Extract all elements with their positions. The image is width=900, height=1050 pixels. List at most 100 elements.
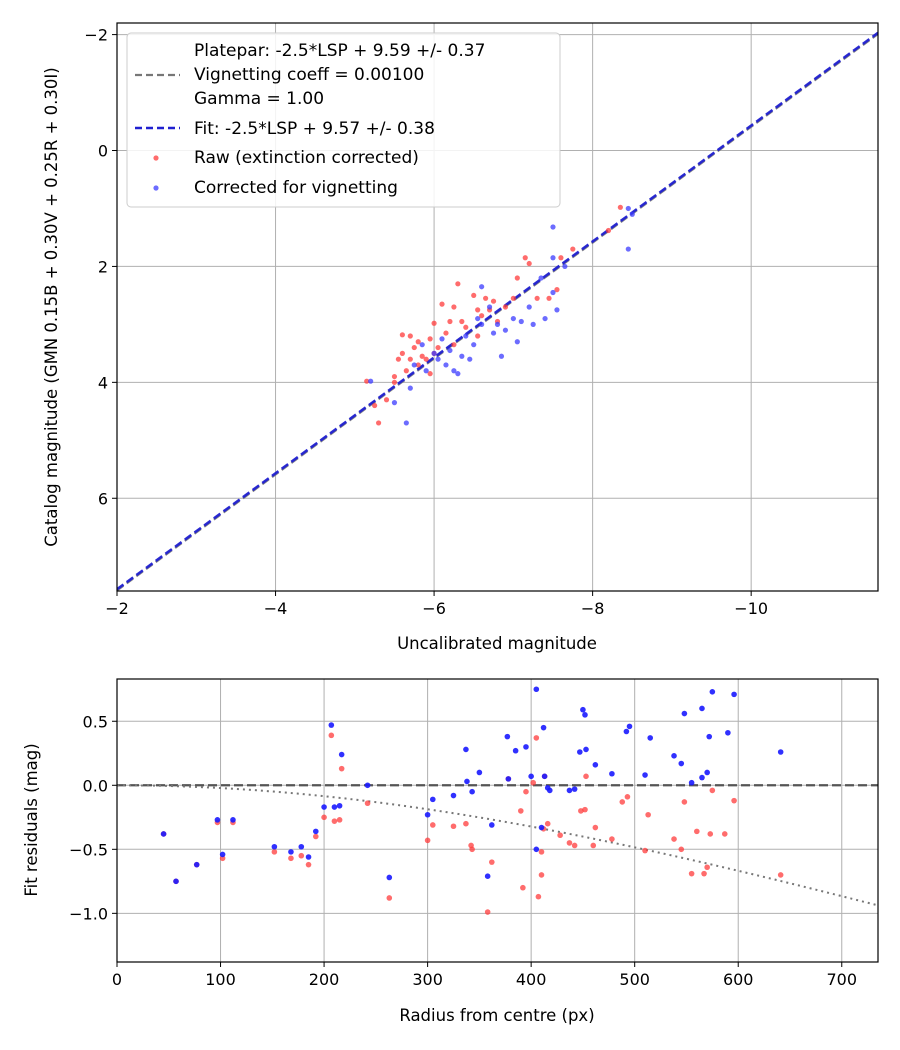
raw-point [490, 298, 497, 304]
raw-point [479, 313, 485, 319]
y-tick-label: 4 [98, 373, 108, 392]
raw-point [271, 849, 278, 855]
raw-point [546, 295, 552, 301]
raw-point [570, 246, 576, 252]
corrected-point [463, 746, 469, 753]
corrected-point [526, 304, 532, 310]
raw-point [520, 884, 526, 891]
x-tick-label: 700 [826, 970, 857, 989]
corrected-point [459, 353, 465, 359]
raw-point [435, 344, 441, 351]
raw-point [451, 304, 457, 310]
corrected-point [541, 773, 548, 780]
legend-box [126, 32, 561, 208]
corrected-point [450, 792, 457, 799]
corrected-point [518, 318, 524, 325]
top-x-axis-label: Uncalibrated magnitude [397, 634, 597, 653]
corrected-point [583, 746, 589, 753]
raw-point [450, 823, 457, 830]
corrected-point [447, 347, 453, 354]
raw-point [288, 855, 294, 862]
raw-point [510, 295, 516, 301]
raw-point [364, 378, 370, 384]
raw-point [533, 735, 540, 741]
raw-point [407, 333, 413, 339]
raw-point [443, 330, 449, 336]
raw-point [704, 864, 710, 871]
corrected-point [429, 796, 436, 803]
corrected-point [403, 420, 409, 426]
raw-point [583, 773, 589, 780]
corrected-point [582, 712, 588, 718]
raw-point [535, 893, 542, 900]
raw-point [336, 817, 343, 823]
raw-point [439, 301, 445, 307]
corrected-point [391, 400, 398, 406]
raw-point [557, 832, 563, 839]
corrected-point [642, 772, 648, 778]
corrected-point [625, 246, 631, 252]
x-tick-label: −8 [581, 599, 605, 618]
raw-point [455, 281, 461, 287]
raw-point [777, 872, 784, 878]
raw-point [469, 846, 475, 853]
y-tick-label: −2 [84, 26, 108, 45]
corrected-point [484, 873, 491, 880]
corrected-point [550, 289, 556, 296]
raw-point [298, 852, 305, 859]
corrected-point [160, 831, 167, 837]
raw-point [395, 356, 402, 362]
corrected-point [546, 787, 553, 794]
corrected-point [230, 817, 236, 823]
raw-point [671, 836, 677, 842]
corrected-point [336, 802, 343, 809]
raw-point [391, 379, 398, 385]
bottom-data-marks [117, 686, 878, 915]
corrected-point [364, 782, 371, 789]
raw-point [617, 204, 623, 210]
corrected-point [514, 339, 520, 345]
corrected-point [298, 843, 305, 850]
corrected-point [671, 753, 677, 759]
legend-raw-marker [153, 155, 159, 161]
raw-point [451, 342, 457, 348]
legend-platepar-label: Platepar: -2.5*LSP + 9.59 +/- 0.37 [194, 41, 485, 61]
corrected-point [704, 769, 710, 776]
raw-point [590, 842, 597, 849]
raw-point [701, 870, 707, 877]
corrected-point [464, 778, 470, 785]
corrected-point [678, 760, 685, 767]
corrected-point [550, 255, 556, 261]
top-clipped-layer [117, 31, 878, 591]
raw-point [399, 332, 405, 338]
legend-corrected-marker [153, 185, 159, 191]
corrected-point [479, 284, 485, 290]
corrected-point [706, 733, 713, 740]
x-tick-label: 0 [112, 970, 122, 989]
raw-point [312, 833, 319, 840]
raw-point [403, 368, 409, 374]
x-tick-label: 500 [619, 970, 650, 989]
corrected-point [451, 368, 457, 374]
raw-point [566, 840, 573, 846]
bottom-x-axis-label: Radius from centre (px) [399, 1006, 594, 1025]
corrected-point [490, 330, 497, 336]
x-tick-label: −4 [264, 599, 288, 618]
raw-point [592, 824, 599, 831]
raw-point [609, 836, 615, 842]
corrected-point [554, 307, 560, 313]
y-tick-label: 0.0 [83, 776, 108, 795]
raw-point [391, 373, 398, 380]
raw-point [642, 847, 648, 854]
raw-point [411, 344, 417, 351]
raw-point [475, 307, 481, 313]
raw-point [721, 831, 728, 837]
corrected-point [550, 224, 556, 230]
corrected-point [386, 874, 393, 881]
x-tick-label: 600 [723, 970, 754, 989]
corrected-point [571, 786, 578, 792]
corrected-point [699, 774, 705, 781]
raw-point [605, 227, 612, 234]
raw-point [522, 255, 528, 261]
corrected-point [431, 350, 437, 356]
